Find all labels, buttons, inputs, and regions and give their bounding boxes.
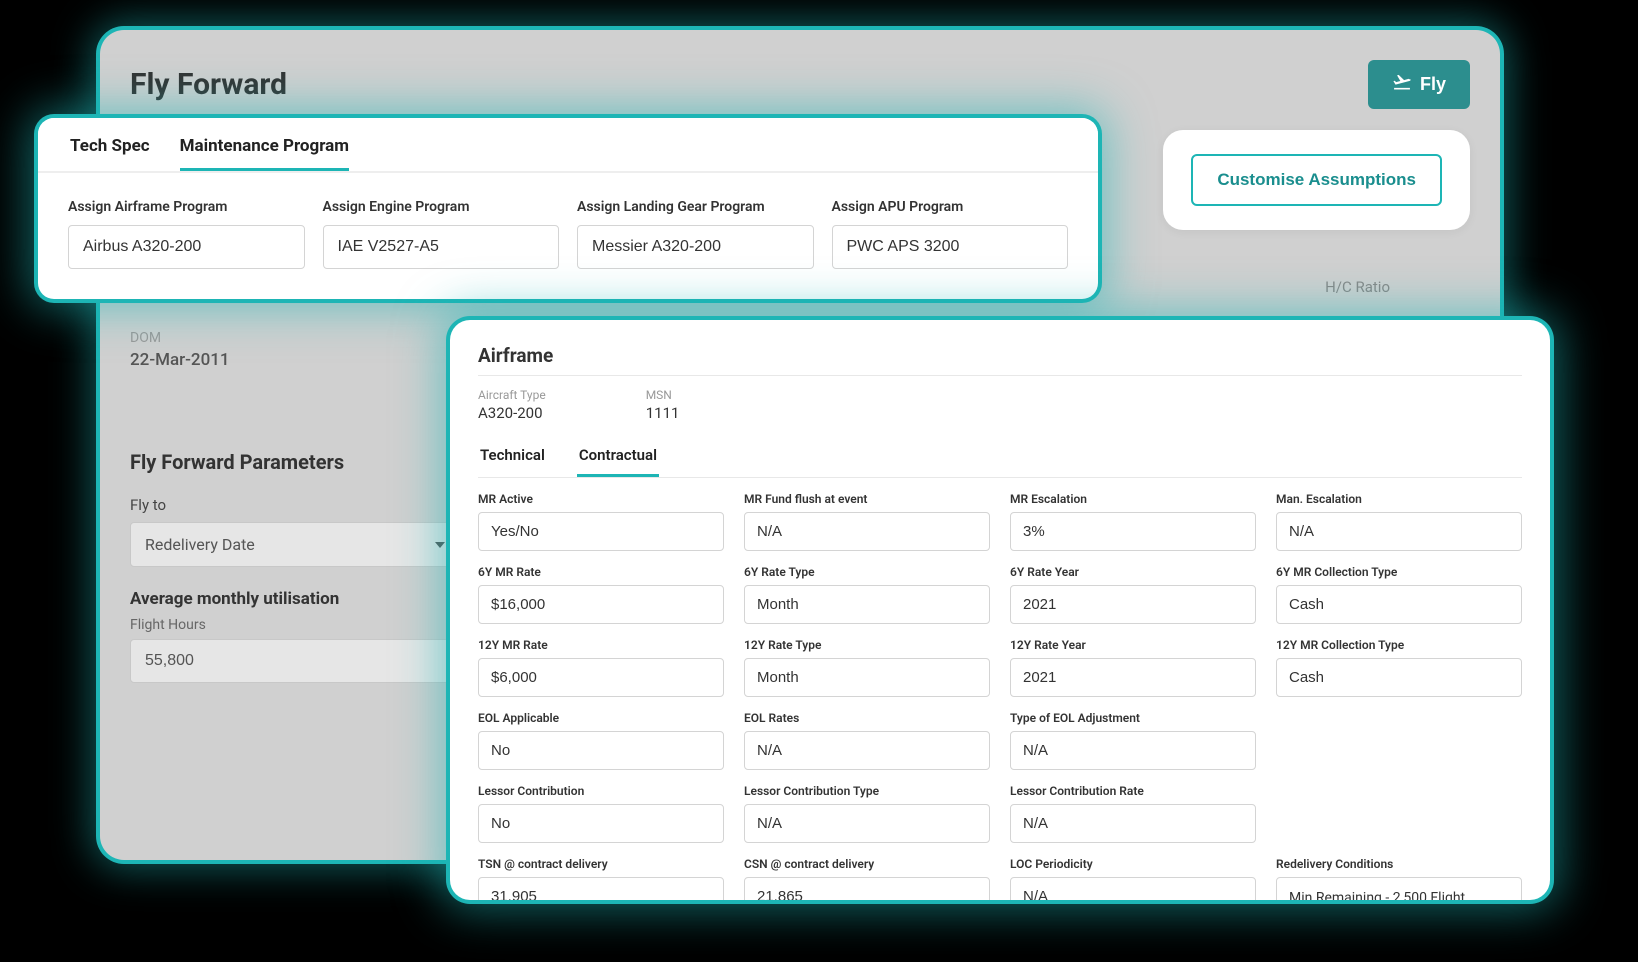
utilisation-title: Average monthly utilisation bbox=[130, 589, 460, 609]
mr-fund-label: MR Fund flush at event bbox=[744, 492, 990, 506]
dom-value: 22-Mar-2011 bbox=[130, 350, 230, 370]
y12-year-input[interactable] bbox=[1010, 658, 1256, 697]
plane-icon bbox=[1392, 72, 1412, 97]
tsn-input[interactable] bbox=[478, 877, 724, 900]
fly-button-label: Fly bbox=[1420, 74, 1446, 95]
fly-button[interactable]: Fly bbox=[1368, 60, 1470, 109]
y6-coll-input[interactable] bbox=[1276, 585, 1522, 624]
y12-coll-input[interactable] bbox=[1276, 658, 1522, 697]
mr-escalation-label: MR Escalation bbox=[1010, 492, 1256, 506]
y6-coll-label: 6Y MR Collection Type bbox=[1276, 565, 1522, 579]
airframe-program-input[interactable] bbox=[68, 225, 305, 269]
redelivery-line-1: Min Remaining - 2,500 Flight Cycles bbox=[1289, 888, 1509, 900]
eol-adjustment-label: Type of EOL Adjustment bbox=[1010, 711, 1256, 725]
flight-hours-input[interactable] bbox=[130, 639, 460, 683]
csn-label: CSN @ contract delivery bbox=[744, 857, 990, 871]
y6-year-label: 6Y Rate Year bbox=[1010, 565, 1256, 579]
lessor-rate-label: Lessor Contribution Rate bbox=[1010, 784, 1256, 798]
y12-coll-label: 12Y MR Collection Type bbox=[1276, 638, 1522, 652]
loc-periodicity-label: LOC Periodicity bbox=[1010, 857, 1256, 871]
y12-type-input[interactable] bbox=[744, 658, 990, 697]
dom-block: DOM 22-Mar-2011 bbox=[130, 330, 230, 370]
airframe-modal: Airframe Aircraft Type A320-200 MSN 1111… bbox=[450, 320, 1550, 900]
eol-applicable-label: EOL Applicable bbox=[478, 711, 724, 725]
lessor-contrib-input[interactable] bbox=[478, 804, 724, 843]
tab-contractual[interactable]: Contractual bbox=[577, 440, 659, 477]
maintenance-program-card: Tech Spec Maintenance Program Assign Air… bbox=[38, 118, 1098, 299]
params-title: Fly Forward Parameters bbox=[130, 450, 460, 474]
msn-label: MSN bbox=[646, 388, 680, 402]
customise-card: Customise Assumptions bbox=[1163, 130, 1470, 230]
man-escalation-input[interactable] bbox=[1276, 512, 1522, 551]
fly-forward-parameters: Fly Forward Parameters Fly to Redelivery… bbox=[130, 450, 460, 683]
tab-tech-spec[interactable]: Tech Spec bbox=[70, 136, 150, 171]
flight-hours-label: Flight Hours bbox=[130, 617, 460, 633]
redelivery-conditions-box[interactable]: Min Remaining - 2,500 Flight Cycles Min … bbox=[1276, 877, 1522, 900]
tab-technical[interactable]: Technical bbox=[478, 440, 547, 477]
dom-label: DOM bbox=[130, 330, 230, 346]
lessor-type-input[interactable] bbox=[744, 804, 990, 843]
apu-program-label: Assign APU Program bbox=[832, 199, 1069, 215]
y6-type-label: 6Y Rate Type bbox=[744, 565, 990, 579]
eol-rates-input[interactable] bbox=[744, 731, 990, 770]
airframe-program-label: Assign Airframe Program bbox=[68, 199, 305, 215]
y12-year-label: 12Y Rate Year bbox=[1010, 638, 1256, 652]
landing-gear-program-input[interactable] bbox=[577, 225, 814, 269]
engine-program-input[interactable] bbox=[323, 225, 560, 269]
y12-type-label: 12Y Rate Type bbox=[744, 638, 990, 652]
lessor-contrib-label: Lessor Contribution bbox=[478, 784, 724, 798]
mr-active-input[interactable] bbox=[478, 512, 724, 551]
chevron-down-icon bbox=[435, 542, 445, 548]
airframe-title: Airframe bbox=[478, 344, 1522, 376]
eol-rates-label: EOL Rates bbox=[744, 711, 990, 725]
loc-periodicity-input[interactable] bbox=[1010, 877, 1256, 900]
y6-year-input[interactable] bbox=[1010, 585, 1256, 624]
airframe-tabs: Technical Contractual bbox=[478, 440, 1522, 478]
contractual-grid: MR Active MR Fund flush at event MR Esca… bbox=[478, 492, 1522, 900]
y12-rate-input[interactable] bbox=[478, 658, 724, 697]
landing-gear-program-label: Assign Landing Gear Program bbox=[577, 199, 814, 215]
lessor-rate-input[interactable] bbox=[1010, 804, 1256, 843]
aircraft-type-label: Aircraft Type bbox=[478, 388, 546, 402]
eol-adjustment-input[interactable] bbox=[1010, 731, 1256, 770]
fly-to-select[interactable]: Redelivery Date bbox=[130, 522, 460, 567]
eol-applicable-input[interactable] bbox=[478, 731, 724, 770]
man-escalation-label: Man. Escalation bbox=[1276, 492, 1522, 506]
y12-rate-label: 12Y MR Rate bbox=[478, 638, 724, 652]
tabs-bar: Tech Spec Maintenance Program bbox=[38, 118, 1098, 173]
apu-program-input[interactable] bbox=[832, 225, 1069, 269]
y6-rate-label: 6Y MR Rate bbox=[478, 565, 724, 579]
csn-input[interactable] bbox=[744, 877, 990, 900]
lessor-type-label: Lessor Contribution Type bbox=[744, 784, 990, 798]
y6-rate-input[interactable] bbox=[478, 585, 724, 624]
aircraft-type-value: A320-200 bbox=[478, 404, 546, 422]
mr-active-label: MR Active bbox=[478, 492, 724, 506]
hc-ratio-label: H/C Ratio bbox=[1325, 278, 1390, 296]
mr-escalation-input[interactable] bbox=[1010, 512, 1256, 551]
mr-fund-input[interactable] bbox=[744, 512, 990, 551]
redelivery-conditions-label: Redelivery Conditions bbox=[1276, 857, 1522, 871]
fly-to-value: Redelivery Date bbox=[145, 535, 255, 554]
page-title: Fly Forward bbox=[130, 67, 287, 102]
fly-to-label: Fly to bbox=[130, 496, 460, 514]
customise-assumptions-button[interactable]: Customise Assumptions bbox=[1191, 154, 1442, 206]
engine-program-label: Assign Engine Program bbox=[323, 199, 560, 215]
tsn-label: TSN @ contract delivery bbox=[478, 857, 724, 871]
msn-value: 1111 bbox=[646, 404, 680, 422]
tab-maintenance-program[interactable]: Maintenance Program bbox=[180, 136, 349, 171]
y6-type-input[interactable] bbox=[744, 585, 990, 624]
